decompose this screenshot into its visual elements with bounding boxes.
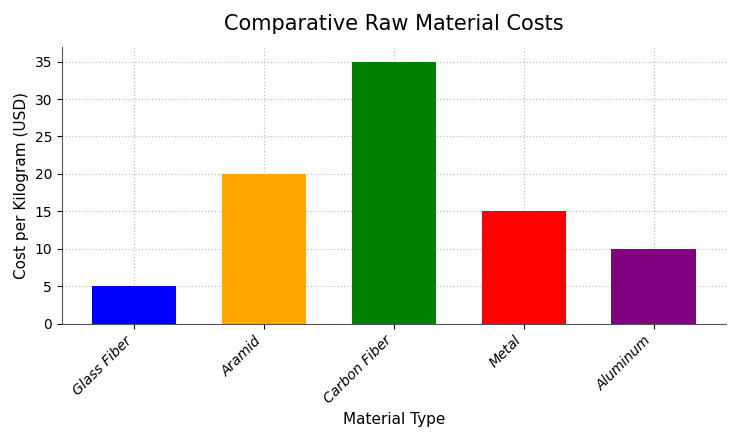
Bar: [222, 174, 306, 324]
Bar: [92, 286, 176, 324]
Title: Comparative Raw Material Costs: Comparative Raw Material Costs: [224, 14, 564, 34]
Y-axis label: Cost per Kilogram (USD): Cost per Kilogram (USD): [14, 92, 29, 279]
Bar: [482, 211, 566, 324]
Bar: [352, 62, 436, 324]
Bar: [611, 249, 696, 324]
X-axis label: Material Type: Material Type: [343, 412, 445, 427]
